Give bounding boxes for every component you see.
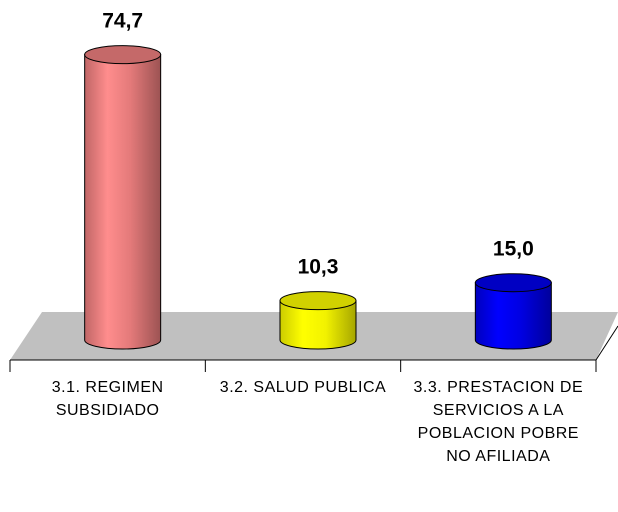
bar-top xyxy=(279,291,357,311)
data-label: 74,7 xyxy=(102,10,143,33)
data-label: 15,0 xyxy=(493,238,534,261)
bar xyxy=(279,300,357,350)
bar xyxy=(84,54,162,350)
data-label: 10,3 xyxy=(298,256,339,279)
floor-edge xyxy=(595,325,618,361)
x-tick-label: 3.3. PRESTACION DE SERVICIOS A LA POBLAC… xyxy=(413,379,584,465)
x-tick-label: 3.1. REGIMEN SUBSIDIADO xyxy=(51,379,164,419)
bar-top xyxy=(84,45,162,65)
bar-top xyxy=(474,273,552,293)
x-tick-label: 3.2. SALUD PUBLICA xyxy=(219,379,387,396)
bar xyxy=(474,282,552,350)
